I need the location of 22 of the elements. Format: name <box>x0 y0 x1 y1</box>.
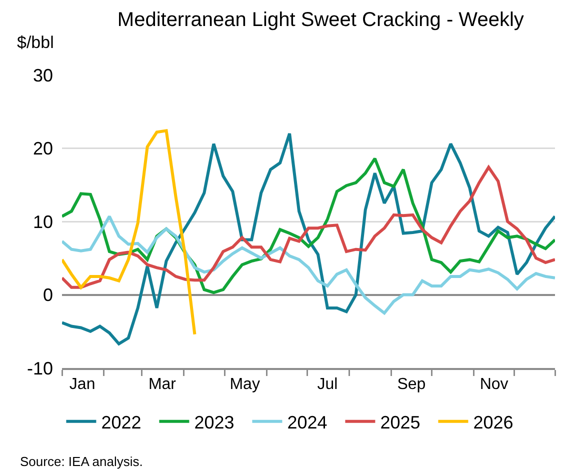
x-tick-label: Jan <box>69 376 96 394</box>
y-tick-label: 10 <box>32 212 53 232</box>
y-tick-label: 0 <box>42 285 53 306</box>
x-tick-label: Nov <box>480 376 508 394</box>
source-note: Source: IEA analysis. <box>20 454 143 469</box>
line-series <box>62 129 196 336</box>
line-series <box>62 132 555 346</box>
y-tick-label: 30 <box>32 65 53 86</box>
x-tick-label: May <box>230 376 260 394</box>
legend-label: 2022 <box>101 412 142 432</box>
x-tick-label: Mar <box>148 376 177 394</box>
legend-label: 2025 <box>380 412 420 432</box>
x-tick-label: Jul <box>317 376 338 394</box>
legend-label: 2026 <box>473 412 514 432</box>
chart-title: Mediterranean Light Sweet Cracking - Weekly <box>117 8 524 31</box>
y-tick-label: -10 <box>26 358 53 378</box>
y-axis-title: $/bbl <box>17 33 54 52</box>
line-series <box>62 214 555 315</box>
legend-label: 2023 <box>194 412 234 432</box>
y-tick-label: 20 <box>32 138 53 159</box>
x-tick-label: Sep <box>397 376 426 394</box>
legend-label: 2024 <box>287 412 328 432</box>
